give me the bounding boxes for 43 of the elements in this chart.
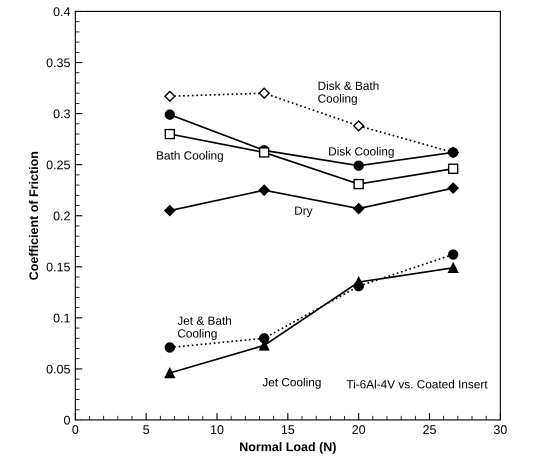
x-axis-title: Normal Load (N): [240, 442, 336, 454]
x-tick-label: 15: [282, 425, 294, 434]
point: [353, 178, 364, 190]
x-tick-label: 25: [423, 425, 436, 434]
y-tick-label: 0.1: [54, 314, 70, 323]
y-tick-label: 0.05: [46, 364, 70, 374]
x-tick-label: 20: [352, 425, 366, 434]
x-tick-label: 5: [143, 425, 150, 434]
point: [258, 88, 270, 99]
x-tick-label: 10: [210, 425, 224, 434]
y-tick-label: 0.25: [46, 160, 70, 170]
point: [448, 262, 458, 274]
point: [448, 249, 458, 260]
series-label: Disk & Bath Cooling: [318, 81, 378, 106]
y-tick-label: 0.4: [54, 7, 70, 16]
series-label: Jet & Bath Cooling: [178, 316, 232, 340]
point: [164, 368, 176, 378]
series-label: Bath Cooling: [157, 150, 223, 162]
point: [258, 184, 270, 196]
series-label: Disk Cooling: [329, 146, 394, 158]
y-tick-label: 0.15: [46, 262, 70, 272]
annotation: Ti-6Al-4V vs. Coated Insert: [346, 380, 488, 388]
y-axis-title: Coefficient of Friction: [28, 152, 38, 280]
point: [353, 120, 364, 132]
point: [164, 205, 176, 216]
point: [164, 90, 176, 102]
x-tick-label: 0: [72, 425, 78, 434]
point: [258, 333, 270, 344]
series-label: Dry: [295, 206, 313, 218]
point: [164, 128, 176, 140]
point: [448, 182, 459, 194]
text: Jet Cooling: [262, 378, 321, 389]
point: [353, 202, 364, 214]
point: [353, 160, 364, 171]
point: [164, 342, 176, 353]
point: [448, 164, 458, 174]
y-tick-label: 0.3: [54, 109, 70, 118]
point: [164, 109, 176, 120]
y-tick-label: 0.35: [46, 58, 70, 68]
point: [353, 276, 364, 288]
y-tick-label: 0: [64, 416, 70, 425]
y-tick-label: 0.2: [54, 212, 70, 220]
x-tick-label: 30: [494, 425, 507, 434]
